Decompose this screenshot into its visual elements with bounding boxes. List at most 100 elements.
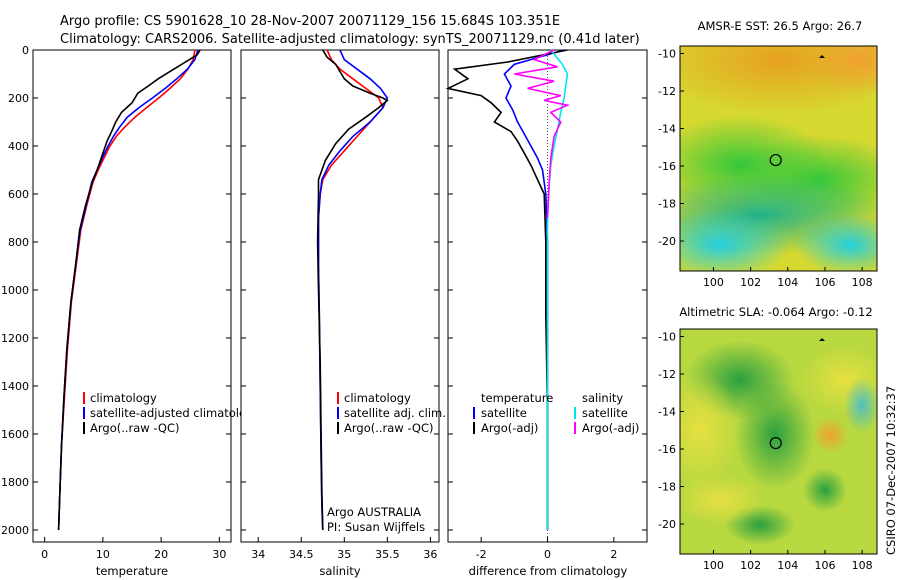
sla-xtick-label-1: 102 xyxy=(740,559,761,572)
salinity-xtick-label-0: 34 xyxy=(251,548,265,561)
temperature-xtick-label-0: 0 xyxy=(41,548,48,561)
temperature-legend: climatology satellite-adjusted climatolo… xyxy=(83,391,260,435)
temperature-ytick-label-4: 800 xyxy=(8,236,29,249)
salinity-legend-argo: Argo(..raw -QC) xyxy=(344,421,434,435)
difference-xlabel: difference from climatology xyxy=(469,564,628,578)
sla-green-centre xyxy=(735,380,815,490)
temperature-xtick-label-3: 30 xyxy=(212,548,226,561)
difference-legend-sal-argo: Argo(-adj) xyxy=(582,421,639,435)
argo-program-label: Argo AUSTRALIA xyxy=(327,505,421,519)
salinity-xlabel: salinity xyxy=(319,564,360,578)
sst-map-panel: AMSR-E SST: 26.5 Argo: 26.7 100 102 104 106… xyxy=(658,19,878,290)
difference-legend: temperature satellite Argo(-adj) salinit… xyxy=(473,391,639,435)
temperature-ytick-label-0: 0 xyxy=(22,44,29,57)
sst-ytick-label-3: -16 xyxy=(658,160,676,173)
temperature-legend-argo: Argo(..raw -QC) xyxy=(90,421,180,435)
sst-ytick-label-5: -20 xyxy=(658,235,676,248)
sst-map-frame xyxy=(679,45,878,272)
difference-xtick-label-2: 2 xyxy=(610,548,617,561)
sla-teal-east xyxy=(844,377,877,433)
difference-legend-temp-satellite: satellite xyxy=(481,406,527,420)
salinity-xtick-label-2: 35 xyxy=(337,548,351,561)
sst-ytick-label-0: -10 xyxy=(658,48,676,61)
figure-title-line1: Argo profile: CS 5901628_10 28-Nov-2007 … xyxy=(60,14,560,29)
salinity-xtick-label-4: 36 xyxy=(423,548,437,561)
temperature-ytick-label-5: 1000 xyxy=(1,284,29,297)
sst-xtick-label-4: 108 xyxy=(852,276,873,289)
sla-island-marker xyxy=(819,338,825,341)
temperature-axes-frame xyxy=(32,49,232,543)
sla-yellow-south xyxy=(680,475,765,525)
difference-series-temperature-argo-adj xyxy=(445,49,568,530)
salinity-axes-frame xyxy=(240,49,440,543)
temperature-ytick-label-7: 1400 xyxy=(1,380,29,393)
sla-map-title: Altimetric SLA: -0.064 Argo: -0.12 xyxy=(679,305,872,319)
sla-ytick-label-0: -10 xyxy=(658,331,676,344)
salinity-xtick-label-3: 35.5 xyxy=(375,548,400,561)
sla-xtick-label-2: 104 xyxy=(777,559,798,572)
temperature-panel: 0 10 20 30 0 200 400 600 800 1000 1200 1400 1600 1800… xyxy=(1,44,260,578)
sst-xtick-label-0: 100 xyxy=(703,276,724,289)
sla-ytick-label-2: -14 xyxy=(658,406,676,419)
difference-ticks: -2 0 2 xyxy=(448,49,647,561)
temperature-legend-satellite: satellite-adjusted climatology xyxy=(90,406,260,420)
temperature-series-argo-raw-qc xyxy=(57,49,201,531)
temperature-ytick-label-1: 200 xyxy=(8,92,29,105)
sst-xtick-label-1: 102 xyxy=(740,276,761,289)
sst-ytick-label-1: -12 xyxy=(658,85,676,98)
sla-map-panel: Altimetric SLA: -0.064 Argo: -0.12 100 10… xyxy=(658,305,878,573)
sla-orange-blob xyxy=(812,417,848,453)
difference-legend-sal-satellite: satellite xyxy=(582,406,628,420)
sla-ytick-label-3: -16 xyxy=(658,443,676,456)
temperature-ticks: 0 10 20 30 0 200 400 600 800 1000 1200 1400 1600 1800… xyxy=(1,44,231,561)
sst-argo-position-marker xyxy=(769,153,782,167)
difference-legend-salinity-header: salinity xyxy=(582,391,623,405)
temperature-ytick-label-10: 2000 xyxy=(1,524,29,537)
temperature-lines xyxy=(57,49,201,531)
sst-map-field xyxy=(680,46,877,271)
sla-argo-position-marker xyxy=(769,436,782,450)
temperature-xlabel: temperature xyxy=(96,564,168,578)
sla-yellow-west xyxy=(680,370,740,490)
difference-lines xyxy=(445,49,571,530)
difference-series-salinity-argo-adj xyxy=(514,49,571,219)
difference-panel: -2 0 2 difference from climatology tempera… xyxy=(445,49,648,578)
sla-xtick-label-4: 108 xyxy=(852,559,873,572)
sst-warm-east xyxy=(810,46,877,95)
sst-island-marker xyxy=(819,55,825,58)
temperature-ytick-label-2: 400 xyxy=(8,140,29,153)
salinity-series-argo-raw-qc xyxy=(316,49,389,531)
csiro-timestamp: CSIRO 07-Dec-2007 10:32:37 xyxy=(884,386,898,555)
temperature-ytick-label-9: 1800 xyxy=(1,476,29,489)
temperature-legend-climatology: climatology xyxy=(90,391,157,405)
sst-xtick-label-2: 104 xyxy=(777,276,798,289)
salinity-lines xyxy=(316,49,389,531)
salinity-panel: 34 34.5 35 35.5 36 salinity climatology sate… xyxy=(240,49,446,578)
difference-xtick-label-0: -2 xyxy=(476,548,487,561)
sst-map-ticks: 100 102 104 106 108 -10 -12 -14 -16 -18 -20 xyxy=(658,48,873,290)
sst-xtick-label-3: 106 xyxy=(814,276,835,289)
sst-ytick-label-4: -18 xyxy=(658,198,676,211)
sla-xtick-label-0: 100 xyxy=(703,559,724,572)
sla-map-ticks: 100 102 104 106 108 -10 -12 -14 -16 -18 -20 xyxy=(658,331,873,573)
salinity-xtick-label-1: 34.5 xyxy=(289,548,314,561)
temperature-ytick-label-8: 1600 xyxy=(1,428,29,441)
salinity-legend: climatology satellite adj. clim. Argo(..… xyxy=(337,391,446,435)
argo-pi-label: PI: Susan Wijffels xyxy=(327,520,425,534)
sla-map-field xyxy=(680,329,877,554)
temperature-xtick-label-2: 20 xyxy=(154,548,168,561)
sla-ytick-label-1: -12 xyxy=(658,368,676,381)
sla-xtick-label-3: 106 xyxy=(814,559,835,572)
temperature-xtick-label-1: 10 xyxy=(96,548,110,561)
difference-xtick-label-1: 0 xyxy=(544,548,551,561)
sst-map-title: AMSR-E SST: 26.5 Argo: 26.7 xyxy=(698,19,863,33)
sst-ytick-label-2: -14 xyxy=(658,123,676,136)
salinity-ticks: 34 34.5 35 35.5 36 xyxy=(241,49,439,561)
figure-title-line2: Climatology: CARS2006. Satellite-adjuste… xyxy=(60,32,640,47)
salinity-legend-climatology: climatology xyxy=(344,391,411,405)
sla-map-frame xyxy=(679,328,878,555)
sla-ytick-label-4: -18 xyxy=(658,481,676,494)
temperature-ytick-label-6: 1200 xyxy=(1,332,29,345)
salinity-legend-satellite: satellite adj. clim. xyxy=(344,406,446,420)
